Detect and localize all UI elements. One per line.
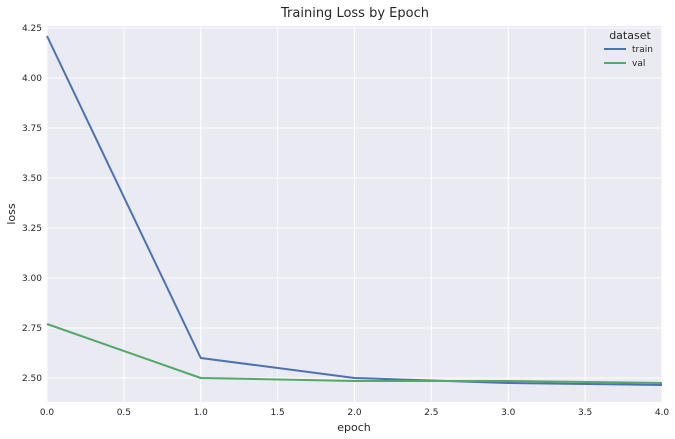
y-tick-label: 2.75	[22, 324, 42, 334]
y-tick-label: 3.50	[22, 174, 42, 184]
chart-title: Training Loss by Epoch	[280, 6, 429, 21]
legend: dataset train val	[604, 29, 653, 69]
x-tick-label: 2.5	[424, 408, 438, 418]
legend-label-val: val	[632, 59, 645, 69]
y-axis-label: loss	[5, 203, 18, 225]
x-tick-label: 1.5	[270, 408, 284, 418]
series-lines	[46, 35, 663, 386]
series-line-train	[46, 35, 663, 386]
x-axis-label: epoch	[337, 421, 371, 434]
y-tick-label: 3.00	[22, 274, 42, 284]
x-gridlines	[46, 26, 663, 402]
y-tick-label: 2.50	[22, 374, 42, 384]
y-tick-label: 3.25	[22, 224, 42, 234]
x-tick-label: 3.5	[578, 408, 592, 418]
legend-title: dataset	[609, 29, 651, 42]
x-tick-label: 1.0	[194, 408, 209, 418]
x-tick-label: 3.0	[501, 408, 516, 418]
x-tick-label: 2.0	[347, 408, 362, 418]
y-tick-label: 4.25	[22, 24, 42, 34]
y-tick-label: 3.75	[22, 124, 42, 134]
legend-label-train: train	[632, 45, 653, 55]
x-tick-labels: 0.0 0.5 1.0 1.5 2.0 2.5 3.0 3.5 4.0	[40, 408, 670, 418]
x-tick-label: 4.0	[655, 408, 670, 418]
y-tick-labels: 2.50 2.75 3.00 3.25 3.50 3.75 4.00 4.25	[22, 24, 42, 384]
series-line-val	[46, 323, 663, 384]
y-tick-label: 4.00	[22, 74, 42, 84]
x-tick-label: 0.5	[117, 408, 131, 418]
x-tick-label: 0.0	[40, 408, 55, 418]
